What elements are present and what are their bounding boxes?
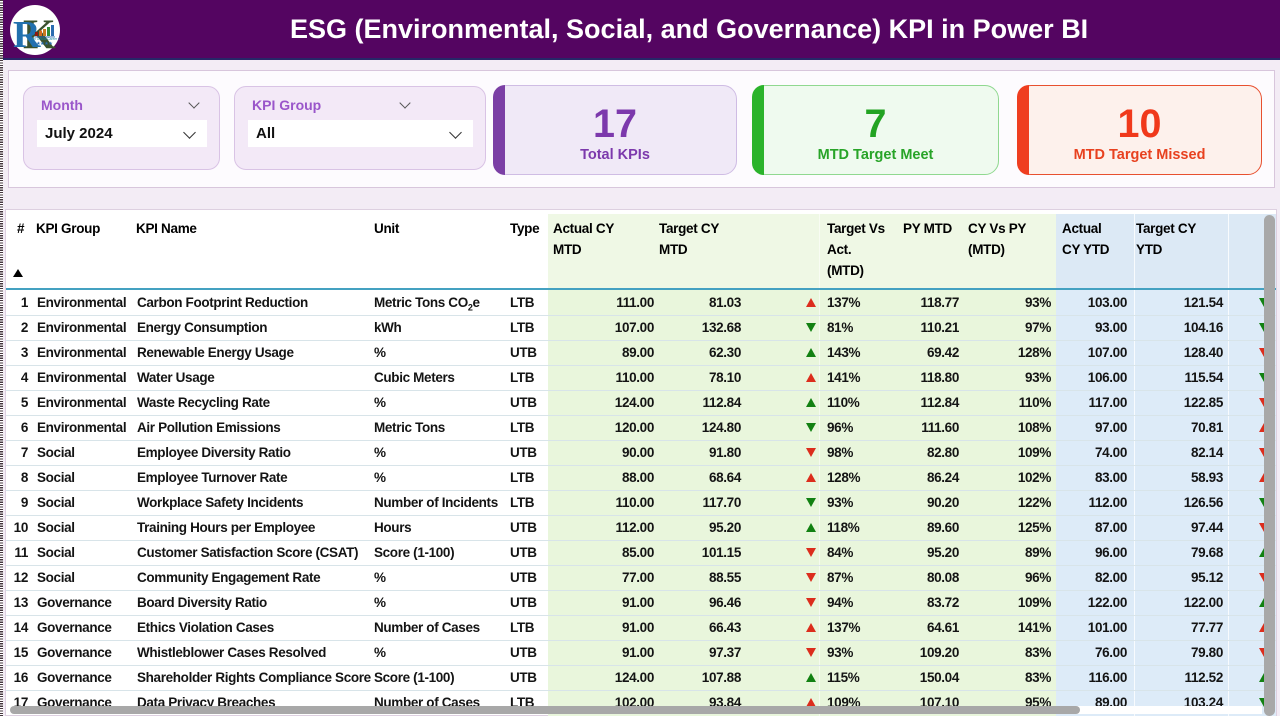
svg-text:An Official Career Guide: An Official Career Guide (32, 37, 60, 41)
svg-text:★★★★★: ★★★★★ (32, 41, 53, 47)
